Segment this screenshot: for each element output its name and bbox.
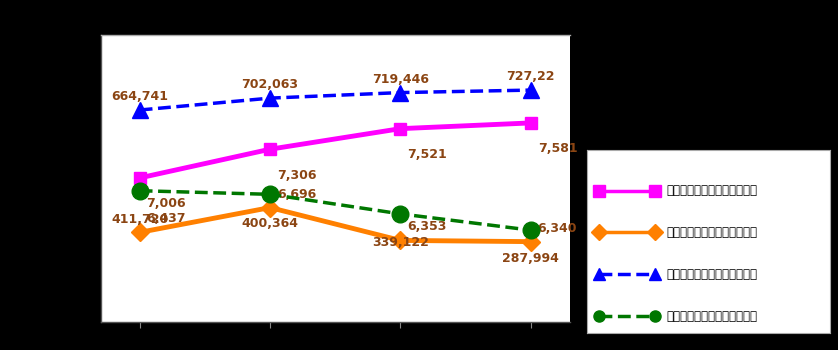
下位店の平均単価（左目盛）	[396, 238, 406, 243]
Line: 上位店の店舗売上（右目盛）: 上位店の店舗売上（右目盛）	[132, 82, 539, 118]
Text: 339,122: 339,122	[372, 236, 429, 249]
上位店の平均単価（左目盛）	[525, 121, 535, 125]
Line: 上位店の平均単価（左目盛）: 上位店の平均単価（左目盛）	[133, 117, 537, 184]
Line: 下位店の店舗売上（右目盛）: 下位店の店舗売上（右目盛）	[132, 182, 539, 238]
下位店の店舗売上（右目盛）	[135, 189, 145, 193]
Text: 6,696: 6,696	[277, 188, 316, 201]
Text: 上位店の店舗売上（右目盛）: 上位店の店舗売上（右目盛）	[667, 268, 758, 281]
Text: 702,063: 702,063	[241, 78, 298, 91]
Text: 7,006: 7,006	[147, 197, 186, 210]
下位店の平均単価（左目盛）	[265, 205, 275, 210]
下位店の店舗売上（右目盛）	[265, 192, 275, 196]
Line: 下位店の平均単価（左目盛）: 下位店の平均単価（左目盛）	[133, 201, 537, 248]
上位店の店舗売上（右目盛）	[265, 96, 275, 100]
下位店の平均単価（左目盛）	[525, 239, 535, 244]
Text: 727,22: 727,22	[506, 70, 555, 83]
Text: 6,353: 6,353	[407, 220, 447, 233]
Text: 287,994: 287,994	[502, 252, 559, 265]
下位店の店舗売上（右目盛）	[396, 212, 406, 216]
上位店の平均単価（左目盛）	[135, 176, 145, 180]
上位店の平均単価（左目盛）	[265, 147, 275, 151]
Text: 7,581: 7,581	[538, 142, 577, 155]
Text: 664,741: 664,741	[111, 90, 168, 103]
Text: 下位店の店舗売上（右目盛）: 下位店の店舗売上（右目盛）	[667, 310, 758, 323]
Text: 6,340: 6,340	[538, 222, 577, 235]
Text: 6,437: 6,437	[147, 212, 186, 225]
Text: 下位店の平均単価（左目盛）: 下位店の平均単価（左目盛）	[667, 226, 758, 239]
Text: 7,521: 7,521	[407, 148, 447, 161]
上位店の店舗売上（右目盛）	[135, 108, 145, 112]
Text: 719,446: 719,446	[372, 73, 429, 86]
Text: 7,306: 7,306	[277, 169, 317, 182]
上位店の店舗売上（右目盛）	[396, 91, 406, 95]
Text: 411,720: 411,720	[111, 213, 168, 226]
Text: 400,364: 400,364	[241, 217, 298, 230]
上位店の店舗売上（右目盛）	[525, 88, 535, 92]
上位店の平均単価（左目盛）	[396, 127, 406, 131]
下位店の平均単価（左目盛）	[135, 230, 145, 235]
Text: 上位店の平均単価（左目盛）: 上位店の平均単価（左目盛）	[667, 184, 758, 197]
下位店の店舗売上（右目盛）	[525, 228, 535, 232]
